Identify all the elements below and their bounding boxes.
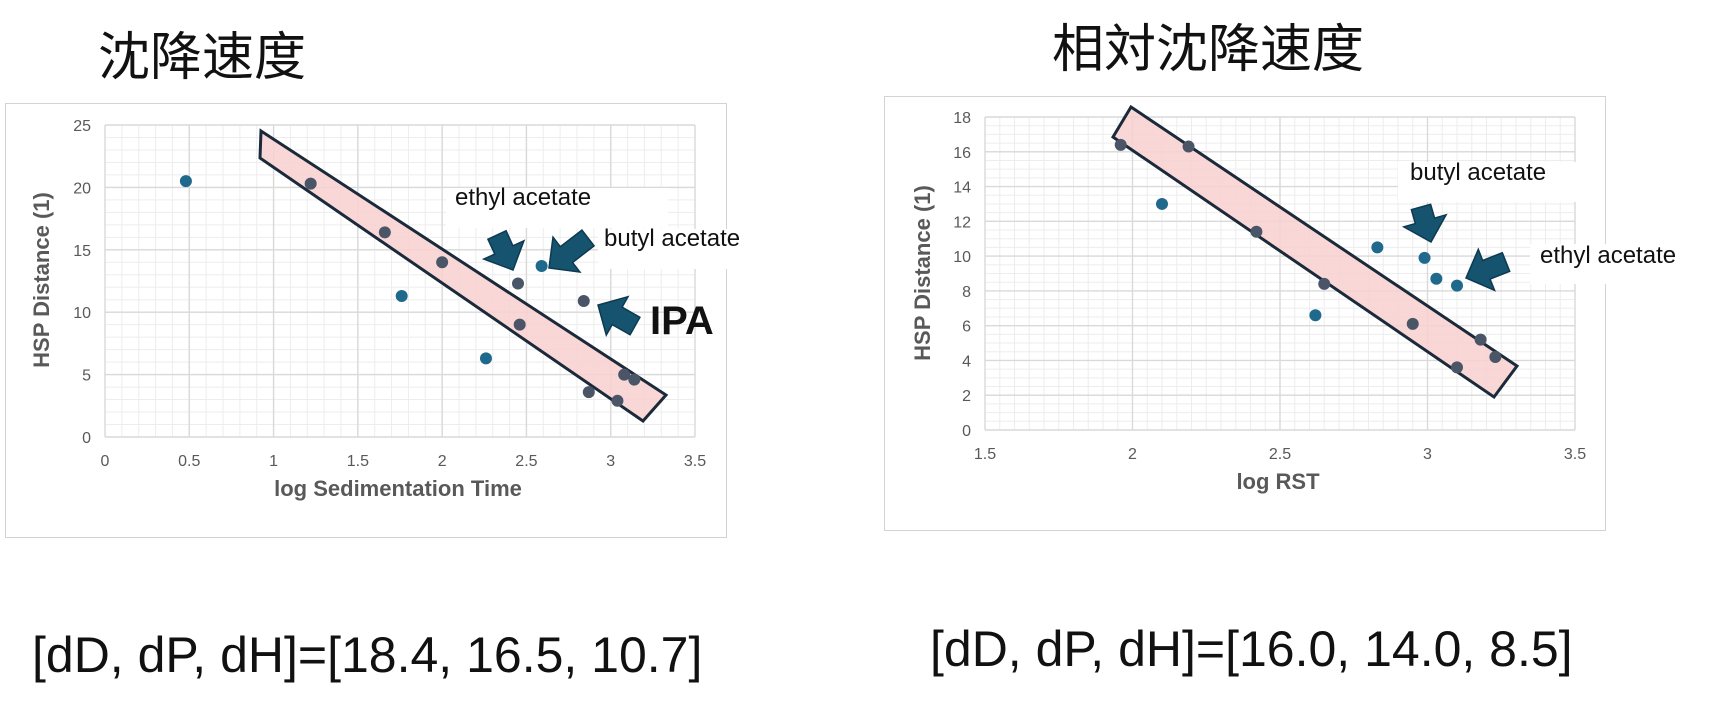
annotation-label: butyl acetate	[604, 225, 740, 252]
y-tick-label: 12	[953, 214, 971, 231]
data-point	[1250, 225, 1263, 238]
data-point	[1406, 317, 1419, 330]
data-point	[1371, 241, 1384, 254]
y-tick-label: 4	[962, 353, 971, 370]
data-point	[1474, 333, 1487, 346]
y-tick-label: 10	[953, 249, 971, 266]
x-tick-label: 0	[101, 453, 110, 470]
data-point	[304, 177, 317, 190]
data-point	[1430, 272, 1443, 285]
chart-title-right: 相対沈降速度	[1052, 20, 1365, 80]
x-axis-label: log Sedimentation Time	[274, 476, 522, 501]
x-tick-label: 1.5	[347, 453, 369, 470]
y-tick-label: 10	[73, 305, 91, 322]
annotation-arrow	[481, 229, 526, 271]
annotation-label-bg	[446, 188, 668, 228]
y-axis-label: HSP Distance (1)	[29, 192, 54, 368]
x-tick-label: 2.5	[515, 453, 537, 470]
annotation-label-bg	[598, 229, 776, 269]
y-tick-label: 0	[82, 430, 91, 447]
annotation-label-bg	[1398, 162, 1590, 202]
y-tick-label: 0	[962, 423, 971, 440]
hsp-params-left: [dD, dP, dH]=[18.4, 16.5, 10.7]	[32, 627, 703, 683]
data-point	[395, 289, 408, 302]
hsp-params-right: [dD, dP, dH]=[16.0, 14.0, 8.5]	[930, 621, 1573, 677]
annotation-label: ethyl acetate	[1540, 242, 1676, 269]
x-tick-label: 2.5	[1269, 446, 1291, 463]
annotation-arrow	[597, 295, 641, 337]
x-tick-label: 2	[438, 453, 447, 470]
data-point	[1451, 361, 1463, 374]
data-point	[512, 277, 524, 290]
x-tick-label: 3	[606, 453, 615, 470]
data-point	[535, 260, 548, 273]
annotation-arrow	[1465, 247, 1511, 292]
x-tick-label: 3	[1423, 446, 1432, 463]
annotation-label: butyl acetate	[1410, 159, 1546, 186]
x-tick-label: 3.5	[1564, 446, 1586, 463]
y-tick-label: 18	[953, 110, 971, 127]
x-axis-label: log RST	[1236, 469, 1320, 494]
data-point	[577, 294, 590, 307]
annotation-label: ethyl acetate	[455, 184, 591, 211]
data-point	[1318, 277, 1331, 290]
data-point	[611, 394, 624, 407]
y-tick-label: 14	[953, 180, 971, 197]
chart-title-left: 沈降速度	[98, 28, 307, 88]
data-point	[1418, 251, 1431, 264]
y-tick-label: 15	[73, 243, 91, 260]
y-tick-label: 20	[73, 180, 91, 197]
y-tick-label: 6	[962, 319, 971, 336]
data-point	[1309, 309, 1322, 322]
y-tick-label: 2	[962, 388, 971, 405]
highlight-band	[258, 128, 669, 423]
x-tick-label: 2	[1128, 446, 1137, 463]
y-tick-label: 25	[73, 118, 91, 135]
data-point	[513, 318, 526, 331]
annotation-label-bg	[1530, 244, 1736, 284]
y-tick-label: 5	[82, 368, 91, 385]
x-tick-label: 3.5	[684, 453, 706, 470]
data-point	[628, 373, 641, 386]
data-point	[1114, 138, 1127, 151]
y-axis-label: HSP Distance (1)	[910, 185, 935, 361]
data-point	[436, 256, 449, 269]
y-tick-label: 8	[962, 284, 971, 301]
data-point	[582, 386, 595, 399]
highlight-band	[1110, 104, 1520, 400]
x-tick-label: 0.5	[178, 453, 200, 470]
data-point	[179, 175, 192, 188]
x-tick-label: 1.5	[974, 446, 996, 463]
data-point	[1489, 350, 1502, 363]
data-point	[378, 226, 391, 239]
annotation-label: IPA	[650, 299, 714, 343]
annotation-arrow	[548, 229, 596, 273]
data-point	[1451, 279, 1463, 292]
data-point	[1182, 140, 1195, 153]
annotation-arrow	[1401, 203, 1448, 244]
data-point	[618, 368, 631, 381]
data-point	[479, 352, 492, 365]
data-point	[1156, 197, 1168, 210]
x-tick-label: 1	[269, 453, 278, 470]
y-tick-label: 16	[953, 145, 971, 162]
